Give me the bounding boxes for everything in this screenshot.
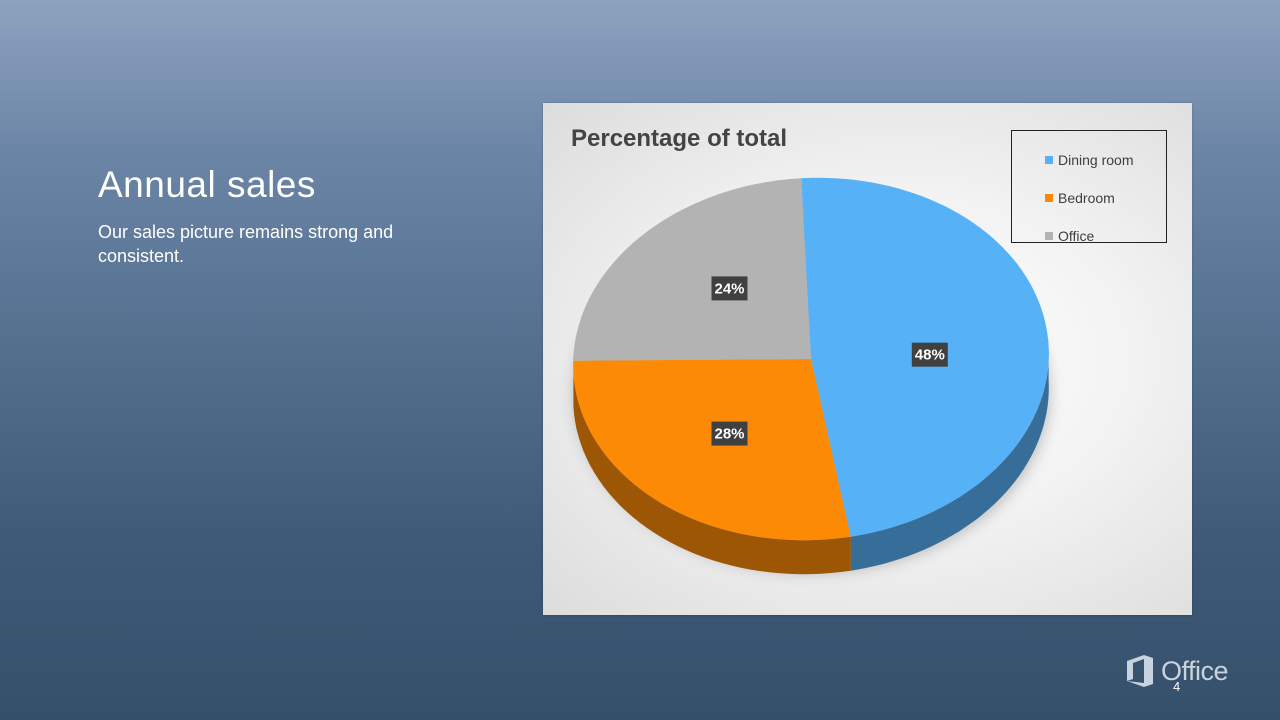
legend-label: Dining room bbox=[1058, 152, 1134, 168]
slide-subtitle: Our sales picture remains strong and con… bbox=[98, 222, 394, 266]
pie-chart: 48% 28% 24% bbox=[573, 177, 1050, 575]
chart-panel[interactable]: 48% 28% 24% Percentage of total Dining roo… bbox=[543, 103, 1192, 615]
data-label: 48% bbox=[911, 342, 948, 367]
pie-data-labels: 48% 28% 24% bbox=[711, 276, 948, 446]
data-label-text: 48% bbox=[915, 347, 945, 364]
page-number: 4 bbox=[1173, 679, 1181, 694]
legend-swatch bbox=[1045, 194, 1053, 202]
data-label-box bbox=[711, 276, 748, 301]
legend-label: Bedroom bbox=[1058, 190, 1115, 206]
data-label: 24% bbox=[711, 276, 748, 301]
legend-item-dining-room: Dining room bbox=[1012, 141, 1166, 179]
legend-label: Office bbox=[1058, 228, 1095, 244]
legend-item-bedroom: Bedroom bbox=[1012, 179, 1166, 217]
legend-swatch bbox=[1045, 232, 1053, 240]
pie-side-dining-room bbox=[850, 345, 1049, 571]
office-logo-text: Office bbox=[1161, 655, 1229, 686]
office-logo-icon bbox=[1127, 655, 1153, 687]
legend-item-office: Office bbox=[1012, 217, 1166, 255]
data-label-text: 28% bbox=[714, 426, 744, 443]
chart-legend: Dining room Bedroom Office bbox=[1011, 130, 1167, 244]
data-label-box bbox=[911, 342, 948, 367]
legend-swatch bbox=[1045, 156, 1053, 164]
pie-side-bedroom bbox=[573, 372, 851, 575]
pie-slice-bedroom[interactable] bbox=[573, 359, 851, 541]
office-logo: Office bbox=[1125, 654, 1229, 688]
slide-title: Annual sales bbox=[98, 164, 316, 205]
data-label: 28% bbox=[711, 421, 748, 446]
data-label-box bbox=[711, 421, 748, 446]
chart-title: Percentage of total bbox=[571, 125, 788, 152]
data-label-text: 24% bbox=[714, 280, 744, 297]
pie-slice-office[interactable] bbox=[573, 178, 811, 361]
pie-sides bbox=[573, 345, 1049, 575]
